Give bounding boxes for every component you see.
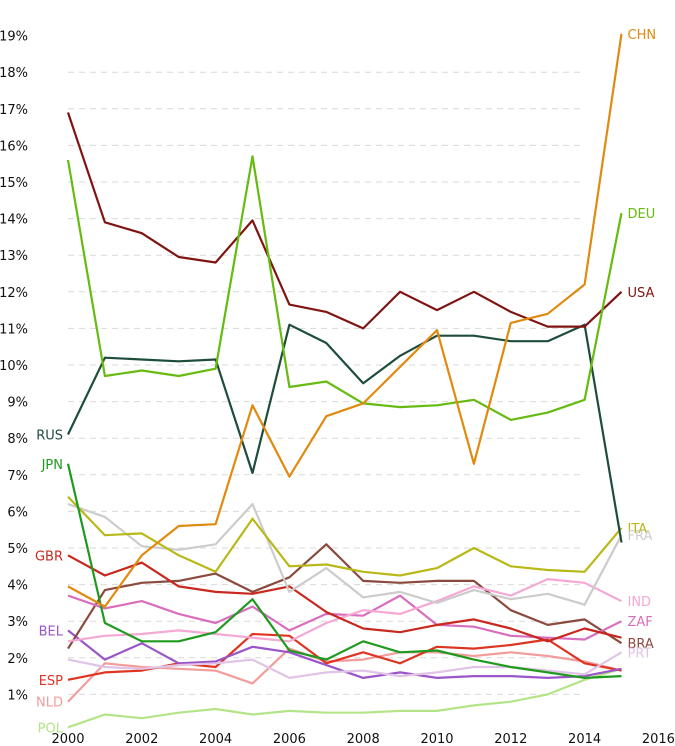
y-tick-label: 14% xyxy=(0,213,28,228)
series-line-zaf xyxy=(67,594,622,641)
series-line-gbr xyxy=(67,554,622,643)
series-line-deu xyxy=(66,155,623,421)
y-tick-label: 9% xyxy=(7,396,28,411)
series-line-fra xyxy=(67,503,623,606)
series-line-bra xyxy=(67,543,623,650)
x-tick-label: 2014 xyxy=(568,732,601,746)
x-tick-label: 2006 xyxy=(273,732,306,746)
series-line-ita xyxy=(67,496,623,577)
y-tick-label: 18% xyxy=(0,66,28,81)
series-line-nld xyxy=(67,647,622,703)
x-tick-label: 2012 xyxy=(494,732,527,746)
y-tick-label: 10% xyxy=(0,359,28,374)
y-tick-label: 15% xyxy=(0,176,28,191)
x-axis-tick-labels: 2000 2002 2004 2006 2008 2010 2012 2014 2016 xyxy=(51,732,674,746)
series-label-prt: PRT xyxy=(628,646,652,661)
series-line-rus xyxy=(67,323,623,543)
series-line-usa xyxy=(66,112,623,330)
x-tick-label: 2004 xyxy=(199,732,232,746)
series-label-fra: FRA xyxy=(628,529,653,544)
y-tick-label: 1% xyxy=(7,688,28,703)
series-label-ind: IND xyxy=(628,595,652,610)
series-line-pol xyxy=(67,667,622,729)
y-tick-label: 13% xyxy=(0,249,28,264)
series-label-chn: CHN xyxy=(628,28,657,43)
series-line-ind xyxy=(67,577,622,643)
y-tick-label: 8% xyxy=(7,432,28,447)
x-tick-label: 2010 xyxy=(420,732,453,746)
y-tick-label: 5% xyxy=(7,542,28,557)
x-tick-label: 2008 xyxy=(347,732,380,746)
y-tick-label: 19% xyxy=(0,30,28,45)
x-tick-label: 2016 xyxy=(642,732,675,746)
gridlines xyxy=(68,71,582,695)
x-tick-label: 2000 xyxy=(51,732,84,746)
series-line-chn xyxy=(67,33,623,608)
series-label-jpn: JPN xyxy=(41,458,63,473)
y-tick-label: 12% xyxy=(0,286,28,301)
y-tick-label: 17% xyxy=(0,103,28,118)
y-tick-label: 2% xyxy=(7,652,28,667)
series-label-usa: USA xyxy=(628,286,655,301)
y-tick-label: 4% xyxy=(7,579,28,594)
series-label-ita: ITA xyxy=(628,522,648,537)
series-line-jpn xyxy=(66,463,622,680)
series-label-bel: BEL xyxy=(39,624,64,639)
series-label-zaf: ZAF xyxy=(628,615,653,630)
y-axis-tick-labels: 1% 2% 3% 4% 5% 6% 7% 8% 9% 10% 11% 12% 13% 14% 15% 16% 1… xyxy=(0,30,28,704)
series-label-esp: ESP xyxy=(39,674,63,689)
y-tick-label: 6% xyxy=(7,505,28,520)
series-label-deu: DEU xyxy=(628,207,656,222)
series-label-rus: RUS xyxy=(36,429,63,444)
y-tick-label: 3% xyxy=(7,615,28,630)
x-tick-label: 2002 xyxy=(125,732,158,746)
y-tick-label: 11% xyxy=(0,322,28,337)
series-label-bra: BRA xyxy=(628,637,654,652)
y-tick-label: 16% xyxy=(0,139,28,154)
series-label-nld: NLD xyxy=(36,696,63,711)
series-label-pol: POL xyxy=(38,721,64,736)
series-label-gbr: GBR xyxy=(35,549,63,564)
series-lines xyxy=(66,33,623,729)
y-tick-label: 7% xyxy=(7,469,28,484)
